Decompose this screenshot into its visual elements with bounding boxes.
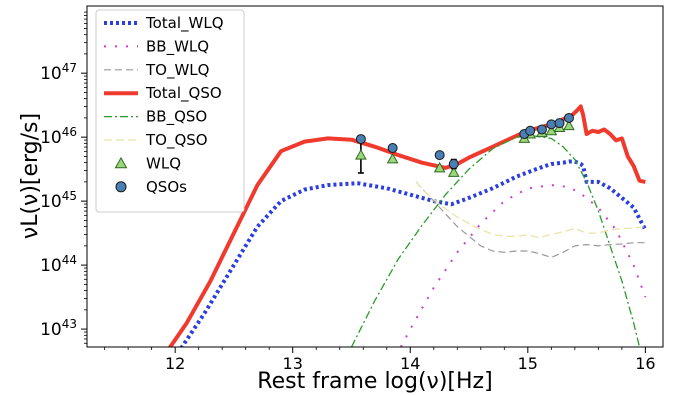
series-line-to-wlq — [415, 181, 646, 258]
y-tick-label: 1046 — [40, 125, 77, 148]
legend-label: QSOs — [146, 178, 187, 196]
x-tick-label: 13 — [283, 354, 303, 373]
legend-swatch — [114, 156, 128, 169]
wlq-point — [447, 166, 460, 177]
series-line-bb-qso — [350, 135, 641, 347]
legend-label: Total_WLQ — [145, 14, 224, 33]
x-axis-label: Rest frame log(ν)[Hz] — [257, 369, 492, 394]
qso-point — [448, 159, 459, 170]
legend-label: TO_WLQ — [145, 61, 209, 80]
x-tick-label: 16 — [635, 354, 655, 373]
wlq-point — [563, 119, 575, 131]
legend-label: WLQ — [146, 154, 181, 172]
wlq-point — [355, 149, 367, 160]
y-tick-label: 1045 — [40, 189, 77, 212]
wlq-point — [433, 161, 446, 173]
y-tick-label: 1044 — [40, 253, 77, 276]
qso-point — [546, 119, 557, 130]
plot-frame — [86, 5, 664, 348]
legend-label: BB_QSO — [146, 108, 207, 127]
points-layer — [355, 112, 575, 177]
wlq-point — [386, 152, 399, 164]
qso-point — [525, 125, 536, 136]
qso-point — [434, 150, 445, 161]
x-tick-label: 12 — [165, 354, 185, 373]
y-axis-ticks: 1043 1044 1045 1046 1047 — [40, 11, 87, 344]
series-line-to-qso — [415, 181, 646, 239]
qso-point — [536, 124, 547, 135]
y-tick-label: 1047 — [40, 61, 77, 84]
qso-point — [387, 143, 398, 154]
wlq-point — [545, 124, 558, 136]
legend-label: Total_QSO — [145, 84, 222, 103]
legend-swatch — [115, 181, 127, 193]
y-tick-label: 1043 — [40, 317, 77, 340]
x-tick-label: 14 — [400, 354, 420, 373]
y-axis-label: νL(ν)[erg/s] — [18, 113, 43, 239]
qso-point — [355, 134, 366, 145]
x-axis-ticks: 12 13 14 15 16 — [104, 347, 656, 373]
qso-point — [563, 112, 574, 123]
legend: Total_WLQ BB_WLQ TO_WLQ Total_QSO BB_QSO TO_Q… — [95, 9, 245, 213]
qso-point — [554, 118, 565, 129]
legend-label: BB_WLQ — [146, 37, 209, 56]
legend-box — [95, 9, 245, 213]
legend-label: TO_QSO — [145, 131, 208, 150]
x-tick-label: 15 — [518, 354, 538, 373]
